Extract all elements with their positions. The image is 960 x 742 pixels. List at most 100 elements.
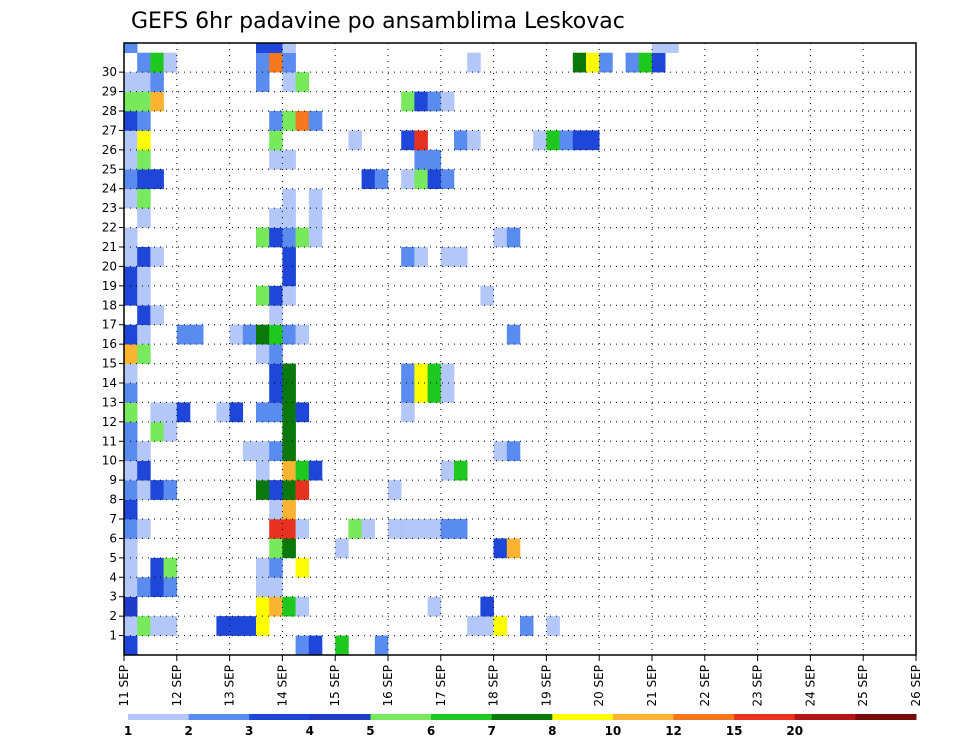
heatmap-cell [229, 616, 244, 636]
x-tick-label: 16 SEP [381, 665, 395, 707]
heatmap-cell [282, 227, 296, 248]
heatmap-cell [256, 344, 270, 364]
heatmap-cell [493, 616, 508, 636]
heatmap-cell [493, 538, 508, 559]
heatmap-cell [269, 383, 283, 403]
y-tick-label: 11 [102, 434, 117, 448]
heatmap-cell [295, 72, 310, 92]
heatmap-cell [163, 52, 178, 73]
heatmap-cell [124, 72, 138, 92]
y-tick-label: 23 [102, 201, 117, 215]
x-tick-label: 13 SEP [223, 665, 237, 707]
colorbar-swatch [855, 714, 917, 720]
heatmap-cell [546, 616, 560, 636]
heatmap-cell [335, 635, 349, 656]
heatmap-cell [124, 616, 138, 636]
heatmap-cell [638, 52, 653, 73]
heatmap-cell [427, 91, 442, 112]
heatmap-cell [124, 149, 138, 170]
heatmap-cell [506, 441, 521, 462]
heatmap-cell [480, 285, 494, 306]
y-tick-label: 30 [102, 65, 117, 79]
heatmap-cell [256, 43, 270, 54]
heatmap-cell [163, 616, 178, 636]
colorbar-label: 10 [605, 724, 622, 738]
x-tick-label: 26 SEP [909, 665, 923, 707]
heatmap-cell [308, 227, 323, 248]
heatmap-cell [137, 305, 151, 326]
heatmap-cell [124, 480, 138, 500]
heatmap-cell [308, 635, 323, 656]
heatmap-cell [269, 111, 283, 131]
heatmap-cell [137, 344, 151, 364]
heatmap-cell [414, 247, 428, 267]
heatmap-cell [282, 247, 296, 267]
heatmap-cell [150, 577, 164, 598]
heatmap-cell [269, 344, 283, 364]
heatmap-cell [269, 480, 283, 500]
heatmap-cell [256, 596, 270, 617]
heatmap-cell [374, 169, 389, 190]
heatmap-cell [295, 635, 310, 656]
heatmap-cell [229, 324, 244, 345]
heatmap-cell [467, 616, 481, 636]
colorbar-swatch [552, 714, 614, 720]
y-tick-label: 24 [102, 182, 117, 196]
heatmap-cell [361, 519, 376, 539]
heatmap-cell [124, 247, 138, 267]
heatmap-cell [559, 130, 574, 151]
heatmap-cell [454, 519, 468, 539]
heatmap-cell [401, 130, 415, 151]
heatmap-cell [256, 402, 270, 423]
x-tick-label: 11 SEP [117, 665, 131, 707]
heatmap-cell [282, 421, 296, 442]
heatmap-cell [282, 188, 296, 209]
heatmap-cell [124, 577, 138, 598]
colorbar-label: 20 [786, 724, 803, 738]
heatmap-cell [506, 538, 521, 559]
heatmap-cell [124, 421, 138, 442]
heatmap-cell [269, 557, 283, 578]
plot-frame [123, 42, 917, 656]
heatmap-cell [256, 616, 270, 636]
heatmap-cell [652, 52, 666, 73]
colorbar-label: 7 [488, 724, 496, 738]
heatmap-cell [269, 499, 283, 520]
heatmap-cell [137, 169, 151, 190]
heatmap-cell [308, 111, 323, 131]
heatmap-cell [388, 480, 402, 500]
heatmap-cell [269, 363, 283, 384]
y-tick-label: 21 [102, 240, 117, 254]
heatmap-cell [401, 519, 415, 539]
heatmap-cell [440, 169, 455, 190]
colorbar-label: 4 [306, 724, 314, 738]
heatmap-cell [401, 247, 415, 267]
x-tick-label: 17 SEP [434, 665, 448, 707]
heatmap-cell [269, 577, 283, 598]
heatmap-cell [124, 383, 138, 403]
y-tick-label: 16 [102, 337, 117, 351]
heatmap-cell [572, 52, 587, 73]
heatmap-cell [467, 52, 481, 73]
heatmap-cell [269, 149, 283, 170]
heatmap-cell [282, 402, 296, 423]
heatmap-cell [282, 208, 296, 228]
y-tick-label: 17 [102, 318, 117, 332]
heatmap-cell [625, 52, 640, 73]
x-tick-label: 22 SEP [698, 665, 712, 707]
heatmap-cell [282, 111, 296, 131]
heatmap-cell [137, 441, 151, 462]
heatmap-cell [427, 169, 442, 190]
colorbar: 1 2 3 4 5 6 7 8 10 12 15 20 [124, 714, 917, 738]
heatmap-cell [401, 383, 415, 403]
heatmap-cell [124, 111, 138, 131]
heatmap-cell [295, 519, 310, 539]
heatmap-cell [124, 324, 138, 345]
heatmap-cell [256, 577, 270, 598]
heatmap-cell [282, 538, 296, 559]
heatmap-cell [124, 169, 138, 190]
heatmap-cell [124, 499, 138, 520]
colorbar-swatch [612, 714, 675, 720]
heatmap-cell [150, 247, 164, 267]
